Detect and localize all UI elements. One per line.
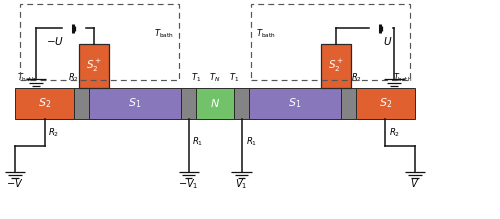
Text: $R_2$: $R_2$ — [390, 126, 401, 139]
Text: $S_1$: $S_1$ — [128, 97, 141, 110]
Text: $-V$: $-V$ — [6, 177, 24, 189]
Bar — [15, 88, 74, 119]
Text: $R_1$: $R_1$ — [246, 135, 257, 148]
Bar — [79, 44, 109, 88]
Text: $S_2^+$: $S_2^+$ — [328, 58, 344, 74]
Text: $R_1$: $R_1$ — [192, 135, 204, 148]
Bar — [356, 88, 415, 119]
Text: $T_1$: $T_1$ — [191, 72, 201, 84]
Text: $R_2$: $R_2$ — [68, 72, 79, 84]
Bar — [20, 4, 179, 80]
Text: $T_{\mathrm{bath}}$: $T_{\mathrm{bath}}$ — [154, 28, 174, 40]
Text: $T_{\mathrm{bath}}$: $T_{\mathrm{bath}}$ — [18, 72, 36, 84]
Text: $T_{\mathrm{bath}}$: $T_{\mathrm{bath}}$ — [394, 72, 412, 84]
Text: $-V_1$: $-V_1$ — [178, 177, 199, 191]
Bar — [181, 88, 196, 119]
Text: $T_N$: $T_N$ — [210, 72, 220, 84]
Text: $-U$: $-U$ — [46, 35, 64, 46]
Text: $S_1$: $S_1$ — [288, 97, 302, 110]
Text: $V$: $V$ — [410, 177, 420, 189]
Text: $R_2$: $R_2$ — [351, 72, 362, 84]
Text: $R_2$: $R_2$ — [48, 126, 60, 139]
Bar — [196, 88, 234, 119]
Text: $U$: $U$ — [383, 35, 392, 46]
Bar — [251, 4, 410, 80]
Text: $T_1$: $T_1$ — [229, 72, 239, 84]
Bar — [234, 88, 249, 119]
Text: $S_2$: $S_2$ — [379, 97, 392, 110]
Bar — [341, 88, 356, 119]
Bar — [249, 88, 341, 119]
Bar — [74, 88, 89, 119]
Text: $N$: $N$ — [210, 97, 220, 110]
Text: $S_2^+$: $S_2^+$ — [86, 58, 102, 74]
Text: $T_{\mathrm{bath}}$: $T_{\mathrm{bath}}$ — [256, 28, 276, 40]
Bar — [321, 44, 351, 88]
Bar — [89, 88, 181, 119]
Text: $V_1$: $V_1$ — [236, 177, 248, 191]
Text: $S_2$: $S_2$ — [38, 97, 51, 110]
